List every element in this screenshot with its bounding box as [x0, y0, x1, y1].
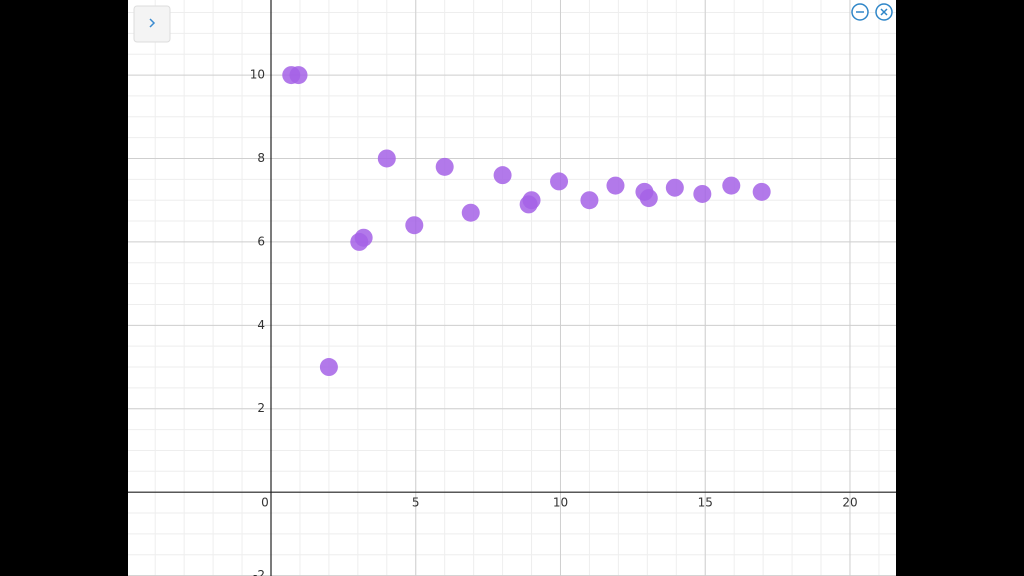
x-tick-label: 20	[842, 496, 857, 510]
point	[639, 189, 658, 208]
point	[693, 184, 712, 203]
point	[550, 172, 569, 191]
point	[580, 191, 599, 210]
point	[319, 358, 338, 377]
chevron-icon	[149, 18, 156, 28]
y-tick-label: 2	[257, 401, 265, 415]
x-tick-label: 0	[261, 496, 269, 510]
x-tick-label: 10	[553, 496, 568, 510]
point	[377, 149, 396, 168]
point	[665, 178, 684, 197]
point	[752, 182, 771, 201]
y-tick-label: 4	[257, 318, 265, 332]
point	[461, 203, 480, 222]
point	[522, 191, 541, 210]
plot	[282, 66, 771, 377]
cross-icon	[880, 8, 888, 16]
point	[405, 216, 424, 235]
expand-button[interactable]	[133, 5, 171, 43]
close-button[interactable]	[875, 3, 893, 21]
x-tick-label: 15	[698, 496, 713, 510]
zoom-out-button[interactable]	[851, 3, 869, 21]
y-tick-label: -2	[253, 568, 265, 576]
point	[606, 176, 625, 195]
point	[435, 157, 454, 176]
point	[289, 66, 308, 85]
graph-paper	[128, 0, 896, 576]
grid: 0 5 10 15 20 -2 2 4 6 8 10	[128, 0, 896, 576]
y-tick-label: 6	[257, 234, 265, 248]
point	[493, 166, 512, 185]
point	[354, 228, 373, 247]
x-tick-label: 5	[412, 496, 420, 510]
y-tick-label: 10	[250, 68, 265, 82]
point	[722, 176, 741, 195]
y-tick-label: 8	[257, 151, 265, 165]
